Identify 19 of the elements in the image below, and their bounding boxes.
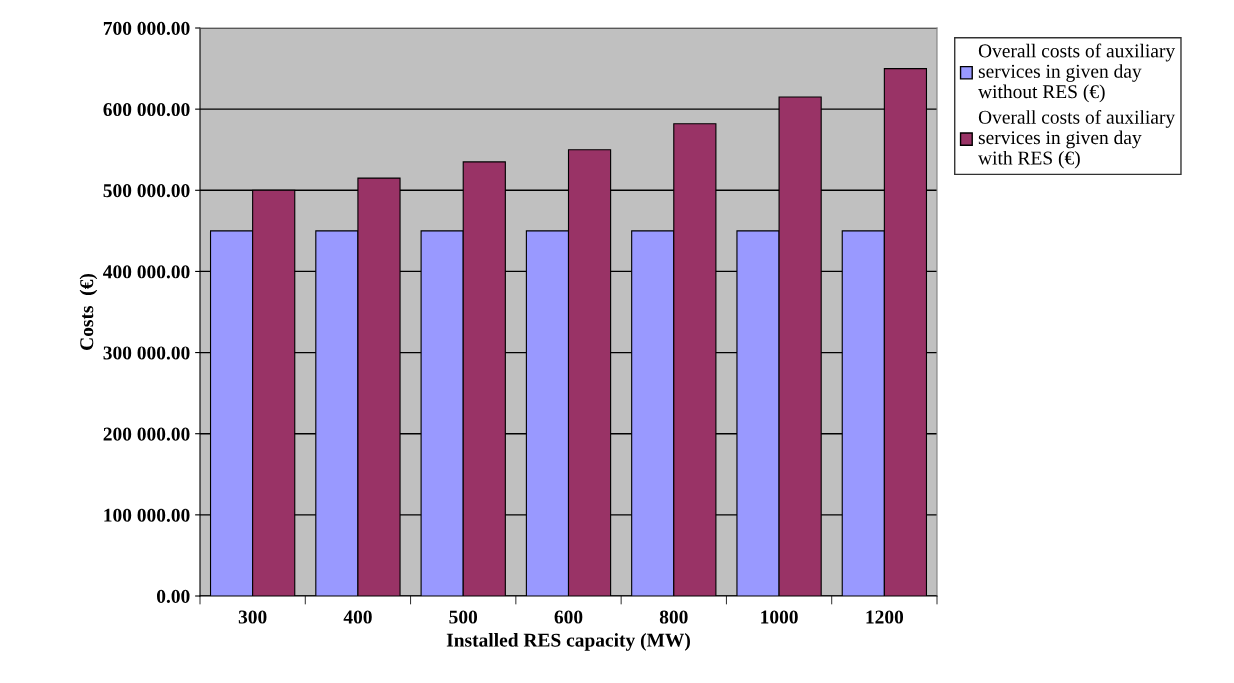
x-tick-label: 400 [343, 610, 372, 624]
x-tick-label: 1200 [866, 610, 904, 624]
y-tick-label: 100 000.00 [104, 508, 190, 522]
y-tick-label: 400 000.00 [103, 265, 190, 279]
y-tick-label: 0.00 [156, 589, 190, 604]
x-tick-label: 1000 [761, 610, 798, 624]
legend-label: Overall costs of auxiliary services in given day with RES (€) [978, 109, 1176, 169]
x-tick-label: 600 [554, 610, 583, 624]
y-tick-label: 200 000.00 [103, 427, 190, 441]
y-tick-label: 700 000.00 [103, 21, 190, 36]
x-tick-label: 500 [449, 610, 478, 624]
y-tick-label: 300 000.00 [103, 346, 190, 360]
y-tick-label: 600 000.00 [103, 102, 190, 117]
x-tick-label: 300 [238, 610, 267, 624]
x-tick-label: 800 [659, 610, 688, 624]
y-axis-title: Costs (€) [79, 273, 98, 350]
x-axis-title: Installed RES capacity (MW) [446, 633, 690, 651]
y-tick-label: 500 000.00 [103, 184, 190, 198]
legend-label: Overall costs of auxiliary services in given day without RES (€) [978, 43, 1176, 103]
